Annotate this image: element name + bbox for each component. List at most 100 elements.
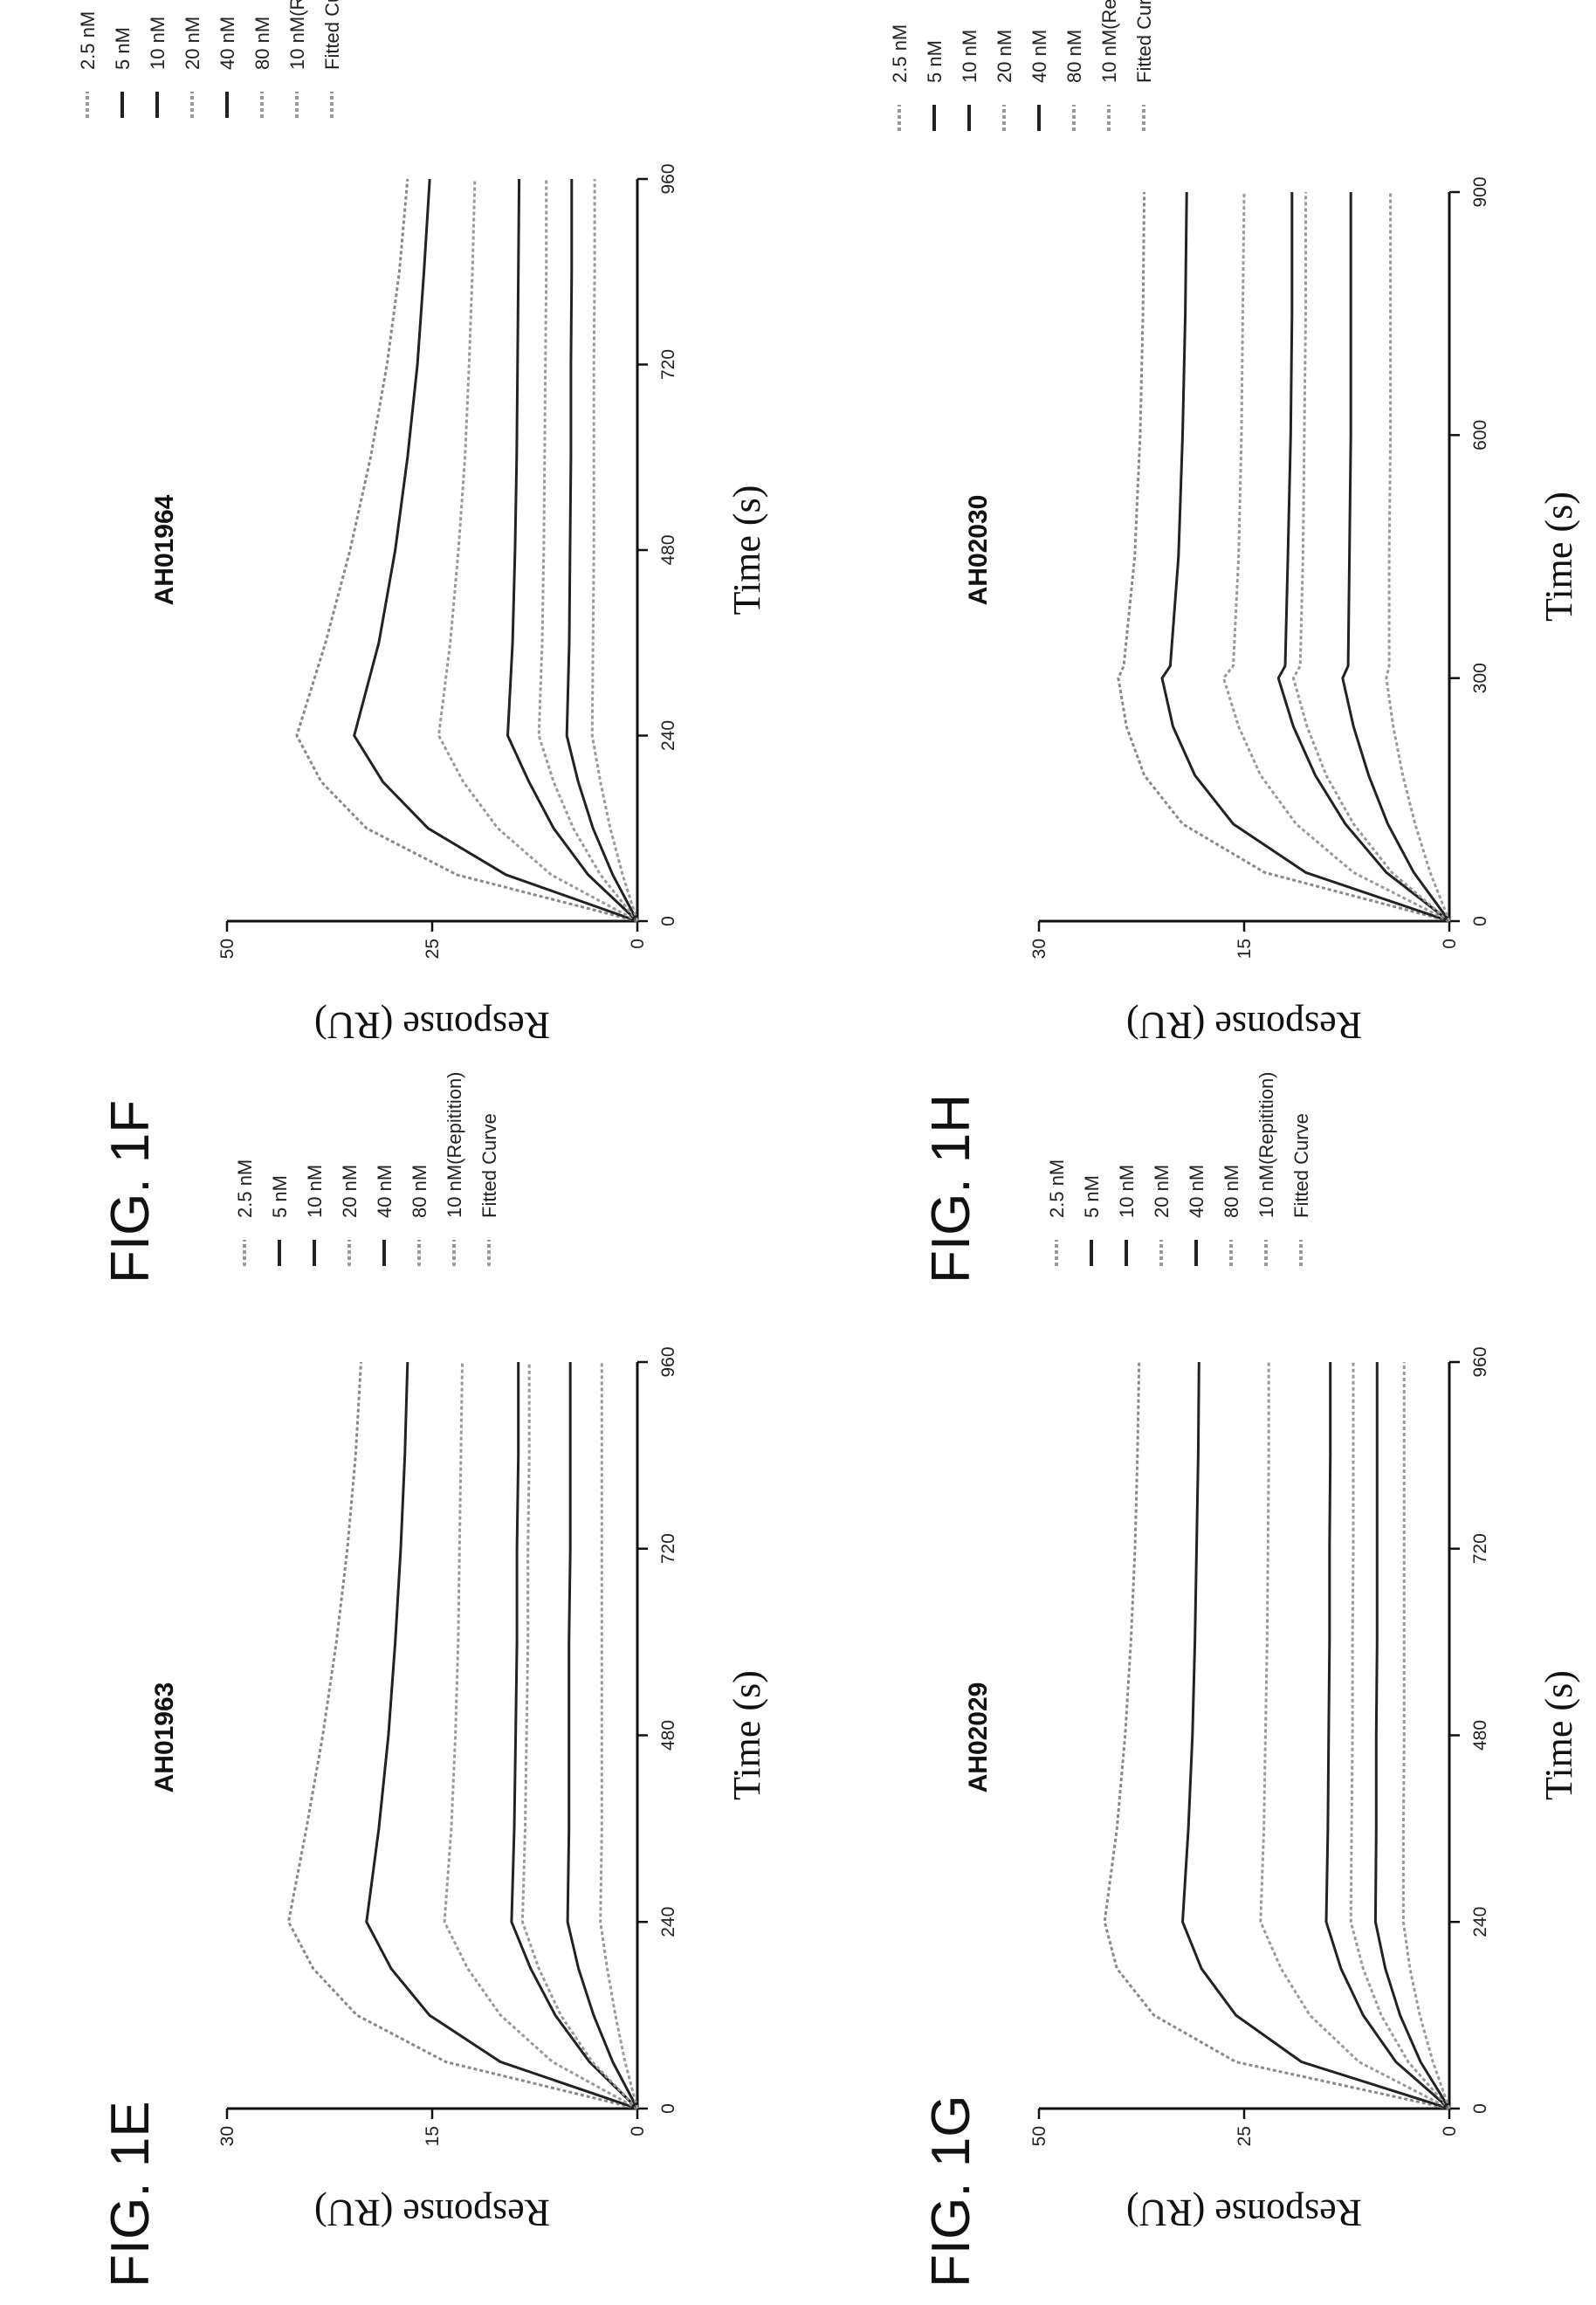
legend-label: 80 nM [409, 1165, 430, 1218]
axes-frame [227, 1362, 639, 2110]
series-line: 5 nM [565, 179, 639, 922]
y-axis-title: Response (RU) [1126, 2191, 1362, 2234]
series-line: 2.5 nM [590, 179, 639, 922]
legend: 2.5 nM 5 nM 10 nM 20 nM 40 nM 80 nM 10 nM(Repi… [889, 0, 1155, 131]
chart-title: AH02029 [964, 1682, 993, 1793]
x-axis-title: Time (s) [1538, 1670, 1580, 1800]
series-line: 10 nM(Repitition) [1291, 192, 1450, 923]
legend-label: Fitted Curve [478, 1113, 500, 1218]
series-line: 80 nM [1117, 191, 1450, 923]
chart-panel-3: FIG. 1G AH02029 0 240 480 720 960 0 25 50 Time (s)… [921, 1071, 1580, 2288]
x-tick-label: 0 [658, 916, 678, 926]
legend-label: 40 nM [1186, 1165, 1207, 1218]
x-tick-label: 900 [1470, 176, 1490, 207]
y-tick-label: 30 [1029, 939, 1049, 959]
chart-panel-4: FIG. 1H AH02030 0 300 600 900 0 15 30 Time (s) Res… [889, 0, 1580, 1283]
legend-label: 10 nM(Repitition) [286, 0, 308, 70]
legend-label: 10 nM [304, 1165, 326, 1218]
legend-label: 2.5 nM [77, 11, 99, 70]
x-tick-label: 960 [1470, 1346, 1490, 1377]
figure-label: FIG. 1E [100, 2101, 161, 2288]
figure-label: FIG. 1H [921, 1094, 981, 1283]
x-tick-label: 480 [1470, 1720, 1490, 1751]
legend-label: 5 nM [112, 27, 134, 70]
y-axis-title: Response (RU) [1126, 1004, 1362, 1047]
series-line: 40 nM [1160, 191, 1450, 923]
series-line: 2.5 nM [1401, 1362, 1451, 2109]
x-axis-title: Time (s) [726, 1670, 768, 1800]
legend-label: 40 nM [374, 1165, 396, 1218]
chart-title: AH01963 [150, 1682, 179, 1793]
y-tick-label: 30 [217, 2126, 237, 2146]
legend-label: 20 nM [182, 17, 203, 70]
series-line: 80 nM [287, 1361, 638, 2110]
figure-label: FIG. 1G [921, 2095, 981, 2288]
axes-frame [1039, 192, 1451, 923]
legend: 2.5 nM 5 nM 10 nM 20 nM 40 nM 80 nM 10 nM(Repi… [1046, 1071, 1312, 1266]
series-line: 10 nM(Repitition) [1349, 1362, 1451, 2109]
rotated-figure-group: FIG. 1E AH01963 0 240 480 720 960 0 15 30 Time (s)… [77, 0, 1580, 2288]
x-tick-label: 240 [1470, 1907, 1490, 1937]
y-tick-label: 15 [423, 2126, 443, 2146]
x-tick-label: 960 [658, 163, 678, 194]
axes-frame [1039, 1362, 1451, 2110]
series-line: 20 nM [437, 178, 638, 923]
legend-label: 5 nM [269, 1175, 291, 1218]
legend-label: 10 nM(Repitition) [1098, 0, 1120, 83]
y-tick-label: 0 [628, 2126, 648, 2136]
legend-label: 10 nM [1116, 1165, 1138, 1218]
series-line: 5 nM [1341, 192, 1451, 922]
x-tick-label: 600 [1470, 420, 1490, 451]
y-tick-label: 50 [217, 939, 237, 959]
x-tick-label: 0 [1470, 2103, 1490, 2114]
legend: 2.5 nM 5 nM 10 nM 20 nM 40 nM 80 nM 10 nM(Repi… [234, 1071, 500, 1266]
series-line: 20 nM [443, 1361, 638, 2110]
chart-panel-2: FIG. 1F AH01964 0 240 480 720 960 0 25 50 Time (s)… [77, 0, 768, 1283]
legend-label: 20 nM [994, 30, 1015, 83]
series-line: 10 nM [1276, 192, 1450, 923]
y-tick-label: 0 [1440, 939, 1460, 949]
legend-label: Fitted Curve [321, 0, 343, 70]
y-tick-label: 0 [1440, 2126, 1460, 2136]
series-line: 40 nM [365, 1361, 638, 2110]
legend-label: 40 nM [1028, 30, 1050, 83]
legend-label: 40 nM [217, 17, 238, 70]
y-tick-label: 50 [1029, 2126, 1049, 2146]
legend-label: 5 nM [924, 40, 946, 83]
legend-label: 5 nM [1081, 1175, 1103, 1218]
x-tick-label: 720 [1470, 1533, 1490, 1564]
series-line: 2.5 nM [599, 1362, 639, 2109]
legend-label: 10 nM [147, 17, 169, 70]
x-axis-title: Time (s) [1538, 492, 1580, 622]
legend-label: 80 nM [1063, 30, 1085, 83]
x-tick-label: 720 [658, 349, 678, 380]
legend-label: Fitted Curve [1133, 0, 1155, 83]
y-tick-label: 25 [1235, 2126, 1255, 2146]
series-line: 10 nM(Repitition) [520, 1362, 639, 2110]
series-line: 20 nM [1259, 1362, 1450, 2110]
chart-panel-1: FIG. 1E AH01963 0 240 480 720 960 0 15 30 Time (s)… [100, 1071, 768, 2288]
series-line: 40 nM [353, 178, 638, 923]
legend: 2.5 nM 5 nM 10 nM 20 nM 40 nM 80 nM 10 nM(Repi… [77, 0, 343, 118]
y-axis-title: Response (RU) [314, 1004, 550, 1047]
series-line: 5 nM [1373, 1362, 1451, 2109]
x-tick-label: 720 [658, 1533, 678, 1564]
x-tick-label: 480 [658, 1720, 678, 1751]
series-line: 5 nM [566, 1362, 639, 2109]
series-line: 2.5 nM [1385, 192, 1451, 922]
series-line: 10 nM [510, 1362, 639, 2110]
y-tick-label: 0 [628, 939, 648, 949]
chart-title: AH02030 [964, 495, 993, 606]
series-line: 10 nM [1324, 1362, 1450, 2110]
x-tick-label: 300 [1470, 663, 1490, 693]
x-tick-label: 0 [658, 2103, 678, 2114]
legend-label: 80 nM [1221, 1165, 1242, 1218]
chart-title: AH01964 [150, 494, 179, 605]
series-line: 10 nM [506, 178, 639, 923]
legend-label: 10 nM(Repitition) [1255, 1071, 1277, 1218]
x-tick-label: 0 [1470, 916, 1490, 926]
series-line: 80 nM [1103, 1361, 1450, 2110]
x-axis-title: Time (s) [726, 485, 768, 616]
legend-label: 10 nM(Repitition) [444, 1071, 465, 1218]
